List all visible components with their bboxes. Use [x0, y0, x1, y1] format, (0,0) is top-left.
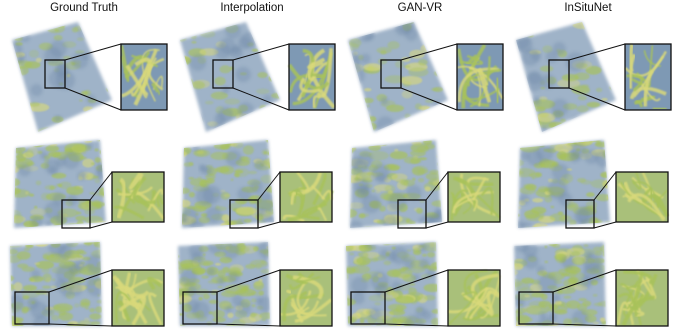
- panel-column-3: [514, 22, 672, 327]
- connector-line: [232, 43, 290, 61]
- zoom-region-box: [548, 59, 570, 89]
- zoom-inset: [615, 269, 669, 327]
- connector-line: [216, 269, 281, 293]
- volume-render: [518, 140, 610, 228]
- connector-line: [257, 171, 281, 201]
- connector-line: [48, 269, 113, 293]
- zoom-region-box: [182, 291, 218, 325]
- connector-line: [232, 87, 290, 111]
- connector-line: [89, 221, 113, 229]
- zoom-inset: [111, 171, 165, 223]
- zoom-region-box: [380, 59, 402, 89]
- zoom-region-box: [565, 199, 595, 229]
- zoom-region-box: [44, 59, 66, 89]
- zoom-inset: [456, 43, 504, 111]
- connector-line: [384, 323, 449, 327]
- zoom-region-box: [397, 199, 427, 229]
- volume-render: [350, 140, 442, 228]
- zoom-region-box: [212, 59, 234, 89]
- panel-column-1: [178, 22, 336, 327]
- column-title-gan-vr: GAN-VR: [397, 2, 443, 14]
- column-title-ground-truth: Ground Truth: [50, 2, 118, 14]
- volume-render: [516, 22, 616, 132]
- zoom-inset: [624, 43, 672, 111]
- connector-line: [425, 171, 449, 201]
- connector-line: [568, 43, 626, 61]
- zoom-region-box: [229, 199, 259, 229]
- connector-line: [425, 221, 449, 229]
- connector-line: [552, 323, 617, 327]
- zoom-inset: [279, 171, 334, 223]
- connector-line: [64, 43, 122, 61]
- connector-line: [48, 323, 113, 327]
- zoom-inset: [287, 43, 336, 111]
- connector-line: [552, 269, 617, 293]
- connector-line: [257, 221, 281, 229]
- volume-render: [10, 242, 102, 326]
- volume-render: [14, 140, 106, 228]
- zoom-region-box: [350, 291, 386, 325]
- panel-column-0: [10, 22, 168, 327]
- volume-render: [12, 22, 112, 132]
- volume-render: [180, 22, 280, 132]
- zoom-inset: [447, 269, 501, 327]
- panel-column-2: [346, 22, 504, 327]
- connector-line: [400, 87, 458, 111]
- zoom-inset: [615, 171, 669, 223]
- connector-line: [568, 87, 626, 111]
- connector-line: [400, 43, 458, 61]
- connector-line: [593, 171, 617, 201]
- zoom-inset: [279, 269, 333, 327]
- zoom-inset: [111, 269, 165, 327]
- connector-line: [593, 221, 617, 229]
- volume-render: [182, 140, 274, 228]
- zoom-inset: [447, 171, 501, 223]
- connector-line: [216, 323, 281, 327]
- volume-render: [348, 22, 448, 132]
- column-title-interpolation: Interpolation: [220, 2, 284, 14]
- connector-line: [89, 171, 113, 201]
- zoom-region-box: [518, 291, 554, 325]
- connector-line: [384, 269, 449, 293]
- volume-render: [346, 242, 438, 326]
- connector-line: [64, 87, 122, 111]
- column-title-insitunet: InSituNet: [564, 2, 612, 14]
- zoom-region-box: [14, 291, 50, 325]
- zoom-inset: [120, 43, 168, 111]
- zoom-region-box: [61, 199, 91, 229]
- volume-render: [514, 242, 606, 326]
